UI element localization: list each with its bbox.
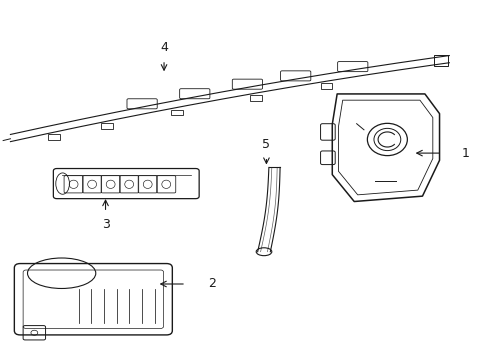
Text: 2: 2	[207, 278, 215, 291]
Text: 1: 1	[461, 147, 468, 159]
Text: 5: 5	[262, 138, 270, 151]
Text: 3: 3	[102, 218, 109, 231]
Bar	[433, 55, 447, 66]
Text: 4: 4	[160, 41, 168, 54]
